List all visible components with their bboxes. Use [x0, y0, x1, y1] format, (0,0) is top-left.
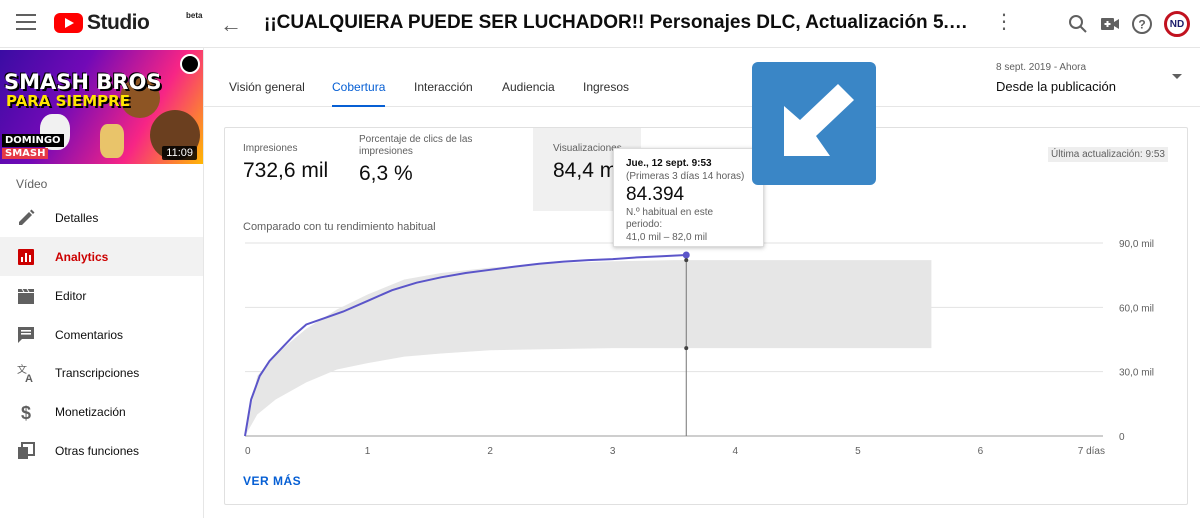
svg-text:$: $: [21, 403, 31, 422]
analytics-tabs: Visión general Cobertura Interacción Aud…: [204, 48, 1200, 107]
svg-text:文: 文: [17, 363, 27, 376]
sidebar-item-editor[interactable]: Editor: [0, 276, 203, 315]
sidebar-item-transcripciones[interactable]: 文 A Transcripciones: [0, 353, 203, 392]
metric-value: 6,3 %: [359, 162, 413, 185]
sidebar-item-label: Monetización: [55, 404, 126, 419]
tab-audiencia[interactable]: Audiencia: [502, 80, 555, 94]
tooltip-value: 84.394: [626, 184, 685, 205]
y-tick-label: 60,0 mil: [1119, 303, 1154, 314]
thumbnail-text: DOMINGO: [2, 134, 64, 147]
clapperboard-icon: [18, 288, 34, 304]
tooltip-subtitle: (Primeras 3 días 14 horas): [626, 171, 745, 182]
see-more-link[interactable]: VER MÁS: [243, 474, 302, 488]
hover-range-high-point: [684, 258, 689, 263]
hover-point: [682, 251, 690, 259]
sidebar-item-label: Otras funciones: [55, 443, 140, 458]
pencil-icon: [19, 209, 35, 225]
menu-icon[interactable]: [16, 14, 36, 32]
comment-icon: [18, 326, 34, 343]
sidebar-item-detalles[interactable]: Detalles: [0, 198, 203, 237]
translate-icon: 文 A: [17, 363, 33, 383]
video-thumbnail[interactable]: SMASH BROS PARA SIEMPRE DOMINGO SMASH 11…: [0, 50, 203, 164]
thumbnail-text: SMASH BROS: [4, 70, 162, 94]
sidebar-item-comentarios[interactable]: Comentarios: [0, 315, 203, 354]
typical-range-band: [245, 260, 932, 436]
svg-text:A: A: [25, 373, 33, 383]
sidebar-item-label: Detalles: [55, 210, 99, 225]
date-range-label: 8 sept. 2019 - Ahora: [996, 62, 1087, 73]
video-duration: 11:09: [162, 146, 197, 160]
y-tick-label: 30,0 mil: [1119, 368, 1154, 379]
logo-beta: beta: [186, 11, 203, 20]
sidebar-item-analytics[interactable]: Analytics: [0, 237, 203, 276]
avatar[interactable]: ND: [1164, 11, 1190, 37]
last-updated-badge: Última actualización: 9:53: [1048, 147, 1168, 162]
metric-value: 84,4 mil: [553, 159, 627, 182]
tooltip-date: Jue., 12 sept. 9:53: [626, 158, 712, 169]
sidebar-item-label: Editor: [55, 288, 87, 303]
library-icon: [18, 441, 35, 459]
overlay-arrow: [752, 62, 876, 185]
x-tick-label: 1: [365, 446, 371, 457]
dollar-icon: $: [21, 403, 31, 422]
metric-label: Porcentaje de clics de las impresiones: [359, 134, 473, 157]
create-video-icon[interactable]: [1098, 12, 1122, 36]
y-tick-label: 90,0 mil: [1119, 239, 1154, 250]
sidebar: SMASH BROS PARA SIEMPRE DOMINGO SMASH 11…: [0, 48, 204, 518]
x-tick-label: 7 días: [1078, 446, 1105, 457]
logo-text: Studio: [87, 11, 150, 34]
metric-value: 732,6 mil: [243, 159, 329, 182]
x-tick-label: 6: [978, 446, 984, 457]
arrow-down-left-icon: [784, 84, 854, 156]
thumbnail-text: PARA SIEMPRE: [6, 92, 130, 110]
y-tick-label: 0: [1119, 432, 1125, 443]
dropdown-caret-icon[interactable]: [1172, 74, 1182, 79]
more-options-icon[interactable]: ⋮: [994, 11, 1014, 33]
tab-interaccion[interactable]: Interacción: [414, 80, 473, 94]
x-tick-label: 3: [610, 446, 616, 457]
svg-text:?: ?: [1138, 18, 1145, 32]
views-line: [244, 254, 687, 437]
sidebar-item-label: Transcripciones: [55, 365, 140, 380]
chart-tooltip: Jue., 12 sept. 9:53 (Primeras 3 días 14 …: [613, 148, 764, 247]
x-tick-label: 0: [245, 446, 251, 457]
tab-ingresos[interactable]: Ingresos: [583, 80, 630, 94]
sidebar-item-monetizacion[interactable]: $ Monetización: [0, 392, 203, 431]
metric-impressions[interactable]: Impresiones 732,6 mil: [243, 143, 328, 183]
metric-ctr[interactable]: Porcentaje de clics de las impresiones 6…: [359, 134, 489, 186]
tooltip-note: N.º habitual en este periodo:: [626, 207, 714, 230]
sidebar-item-otras-funciones[interactable]: Otras funciones: [0, 431, 203, 470]
x-tick-label: 5: [855, 446, 861, 457]
sidebar-item-label: Comentarios: [55, 327, 124, 342]
x-tick-label: 4: [733, 446, 739, 457]
help-icon[interactable]: ?: [1130, 12, 1154, 36]
x-tick-label: 2: [487, 446, 493, 457]
metric-label: Impresiones: [243, 143, 298, 154]
sidebar-item-label: Analytics: [55, 249, 109, 264]
search-icon[interactable]: [1066, 12, 1090, 36]
top-bar: Studio beta ← ¡¡CUALQUIERA PUEDE SER LUC…: [0, 0, 1200, 48]
analytics-icon: [18, 248, 34, 265]
back-arrow-icon[interactable]: ←: [220, 12, 242, 37]
metric-views[interactable]: Visualizaciones 84,4 mil: [553, 143, 627, 183]
metric-label: Visualizaciones: [553, 143, 622, 154]
tab-cobertura[interactable]: Cobertura: [332, 80, 386, 107]
date-range-select[interactable]: Desde la publicación: [996, 79, 1116, 94]
tab-vision-general[interactable]: Visión general: [229, 80, 305, 94]
smash-logo-icon: [180, 54, 200, 74]
youtube-play-icon: [54, 13, 83, 33]
section-label: Vídeo: [16, 177, 48, 191]
compare-label: Comparado con tu rendimiento habitual: [243, 221, 436, 233]
thumbnail-text: SMASH: [2, 148, 49, 159]
hover-range-low-point: [684, 346, 689, 351]
tooltip-range: 41,0 mil – 82,0 mil: [626, 232, 708, 243]
